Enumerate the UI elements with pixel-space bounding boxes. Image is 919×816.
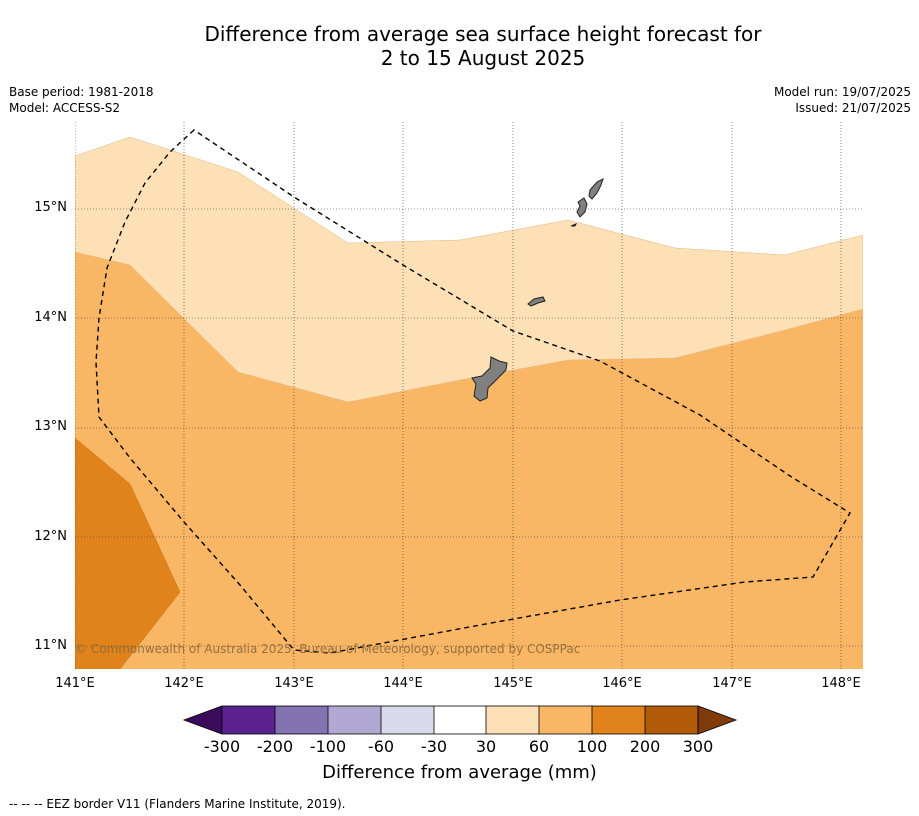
model-run: Model run: 19/07/2025 — [773, 85, 911, 99]
lon-label-145e: 145°E — [493, 676, 533, 691]
colorbar-swatch — [645, 706, 698, 734]
contour-below-30 — [75, 122, 863, 255]
colorbar-swatch — [222, 706, 275, 734]
colorbar-tick: 30 — [475, 737, 497, 756]
issued-date: Issued: 21/07/2025 — [795, 101, 911, 115]
map-plot-area — [75, 122, 863, 669]
colorbar-swatch — [328, 706, 381, 734]
copyright-notice: © Commonwealth of Australia 2025, Bureau… — [75, 642, 581, 656]
lon-label-148e: 148°E — [821, 676, 861, 691]
lon-label-142e: 142°E — [164, 676, 204, 691]
lon-label-141e: 141°E — [55, 676, 95, 691]
contour-30-60 — [75, 136, 863, 403]
colorbar-swatch — [486, 706, 539, 734]
colorbar-tick: -300 — [203, 737, 241, 756]
island-tinian — [576, 197, 588, 218]
base-period: Base period: 1981-2018 — [9, 85, 154, 99]
model-name: Model: ACCESS-S2 — [9, 101, 121, 115]
colorbar — [182, 705, 738, 735]
graticule — [75, 122, 863, 669]
colorbar-swatch — [275, 706, 328, 734]
lat-label-12n: 12°N — [34, 529, 67, 544]
colorbar-swatch — [381, 706, 434, 734]
colorbar-tick: 100 — [576, 737, 608, 756]
island-guam — [471, 356, 508, 402]
colorbar-swatch — [434, 706, 486, 734]
meta-left: Base period: 1981-2018 Model: ACCESS-S2 — [9, 84, 154, 116]
colorbar-swatch — [592, 706, 645, 734]
meta-right: Model run: 19/07/2025 Issued: 21/07/2025 — [774, 84, 911, 116]
colorbar-tick: -30 — [420, 737, 448, 756]
colorbar-tick: 300 — [682, 737, 714, 756]
lon-label-146e: 146°E — [602, 676, 642, 691]
colorbar-label: Difference from average (mm) — [322, 762, 597, 783]
colorbar-tick: -100 — [309, 737, 347, 756]
title-line-2: 2 to 15 August 2025 — [380, 46, 586, 70]
colorbar-tick: -200 — [256, 737, 294, 756]
eez-border — [95, 129, 851, 654]
lat-label-13n: 13°N — [34, 419, 67, 434]
map-title: Difference from average sea surface heig… — [0, 22, 919, 70]
lon-label-144e: 144°E — [383, 676, 423, 691]
lat-label-11n: 11°N — [34, 638, 67, 653]
title-line-1: Difference from average sea surface heig… — [204, 22, 762, 46]
lon-label-147e: 147°E — [712, 676, 752, 691]
colorbar-high-extension — [697, 705, 738, 735]
colorbar-tick: 200 — [629, 737, 661, 756]
lat-label-14n: 14°N — [34, 310, 67, 325]
colorbar-swatch — [539, 706, 592, 734]
islands — [471, 178, 604, 402]
lat-label-15n: 15°N — [34, 200, 67, 215]
colorbar-tick: 60 — [528, 737, 550, 756]
island-rota — [527, 296, 546, 307]
island-saipan — [588, 178, 604, 200]
island-aguijan — [570, 223, 578, 227]
contour-100-200 — [75, 437, 181, 669]
colorbar-tick: -60 — [367, 737, 395, 756]
eez-footnote: -- -- -- EEZ border V11 (Flanders Marine… — [9, 797, 346, 811]
colorbar-low-extension — [182, 705, 223, 735]
lon-label-143e: 143°E — [274, 676, 314, 691]
colorbar-outline — [221, 705, 699, 735]
